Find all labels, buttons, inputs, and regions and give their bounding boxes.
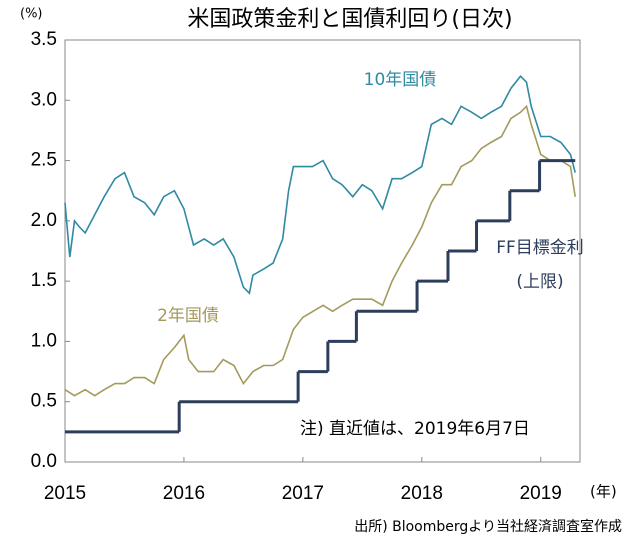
source: 出所) Bloombergより当社経済調査室作成 (354, 518, 622, 535)
y-tick-label: 1.5 (31, 270, 57, 291)
x-tick-label: 2019 (520, 483, 562, 504)
y-tick-label: 3.0 (31, 89, 57, 110)
chart-title: 米国政策金利と国債利回り(日次) (187, 7, 512, 32)
series-label: FF目標金利 (496, 238, 584, 258)
y-tick-label: 0.0 (31, 451, 57, 472)
series-sublabel: (上限) (516, 272, 563, 292)
line (64, 104, 576, 397)
y-tick-label: 0.5 (31, 391, 57, 412)
series-label: 2年国債 (157, 306, 219, 326)
x-tick-label: 2017 (282, 483, 324, 504)
x-unit: (年) (590, 483, 617, 501)
series-label: 10年国債 (364, 70, 437, 90)
x-tick-label: 2015 (44, 483, 86, 504)
y-tick-label: 2.0 (31, 210, 57, 231)
note: 注) 直近値は、2019年6月7日 (300, 419, 530, 439)
x-tick-label: 2016 (163, 483, 205, 504)
plot-frame (64, 39, 581, 463)
y-tick-label: 1.0 (31, 330, 57, 351)
x-tick-label: 2018 (401, 483, 443, 504)
y-unit: (%) (20, 7, 43, 22)
y-tick-label: 3.5 (31, 29, 57, 50)
y-tick-label: 2.5 (31, 150, 57, 171)
line (64, 74, 576, 295)
